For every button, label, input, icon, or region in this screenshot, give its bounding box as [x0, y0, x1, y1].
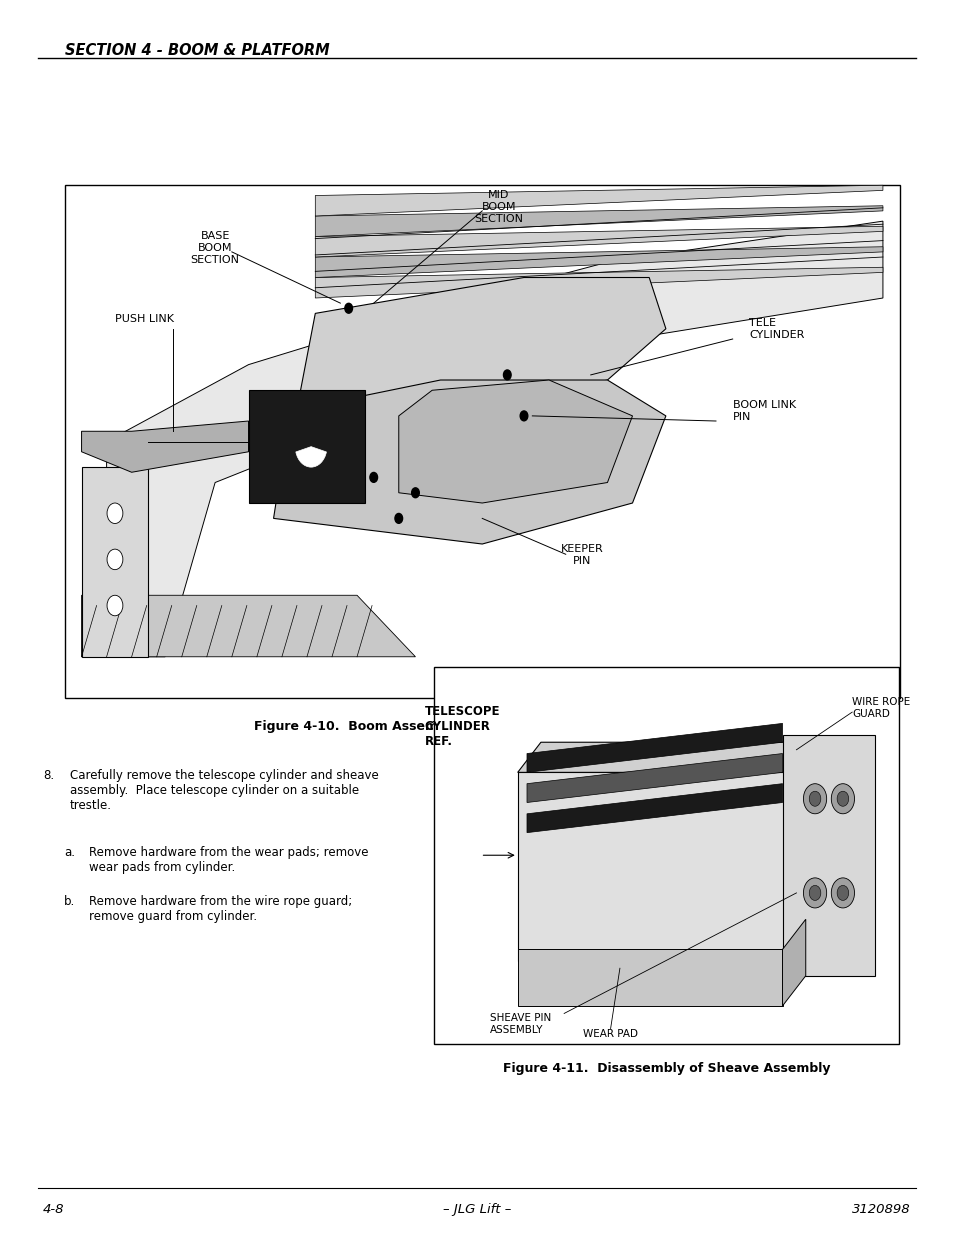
Text: BASE
BOOM
SECTION: BASE BOOM SECTION: [191, 231, 239, 264]
Text: TELE
CYLINDER: TELE CYLINDER: [748, 317, 804, 340]
Polygon shape: [274, 380, 665, 543]
Text: a.: a.: [64, 846, 75, 860]
Text: Remove hardware from the wear pads; remove
wear pads from cylinder.: Remove hardware from the wear pads; remo…: [89, 846, 368, 874]
Circle shape: [802, 878, 826, 908]
Circle shape: [107, 503, 123, 524]
Text: WEAR PAD: WEAR PAD: [582, 1029, 638, 1039]
Circle shape: [808, 885, 820, 900]
Circle shape: [107, 550, 123, 569]
Polygon shape: [814, 742, 838, 961]
Polygon shape: [314, 226, 882, 257]
Polygon shape: [314, 267, 882, 298]
Bar: [517, 772, 814, 961]
Text: PUSH LINK: PUSH LINK: [114, 314, 173, 324]
Circle shape: [830, 784, 854, 814]
Circle shape: [519, 411, 527, 421]
Bar: [434, 667, 898, 1044]
Bar: [781, 735, 875, 976]
Circle shape: [503, 370, 511, 380]
Polygon shape: [314, 247, 882, 278]
Bar: [517, 950, 781, 1005]
Circle shape: [412, 488, 418, 498]
Polygon shape: [107, 221, 882, 657]
Polygon shape: [314, 206, 882, 237]
Text: Remove hardware from the sheave pin; remove
pin and sheave from cylinder.: Remove hardware from the sheave pin; rem…: [500, 769, 782, 798]
Text: KEEPER
PIN: KEEPER PIN: [560, 543, 603, 566]
Text: Figure 4-11.  Disassembly of Sheave Assembly: Figure 4-11. Disassembly of Sheave Assem…: [502, 1062, 829, 1076]
Text: 4-8: 4-8: [43, 1203, 65, 1216]
Text: 3120898: 3120898: [852, 1203, 910, 1216]
Text: c.: c.: [476, 769, 487, 783]
Circle shape: [107, 595, 123, 616]
Polygon shape: [781, 919, 805, 1005]
Polygon shape: [517, 742, 838, 772]
Text: BOOM LINK
PIN: BOOM LINK PIN: [732, 400, 795, 421]
Text: Remove hardware from the wire rope guard;
remove guard from cylinder.: Remove hardware from the wire rope guard…: [89, 895, 352, 924]
Text: WIRE ROPE
GUARD: WIRE ROPE GUARD: [851, 697, 909, 719]
Circle shape: [395, 514, 402, 524]
Wedge shape: [295, 447, 326, 467]
Circle shape: [836, 792, 848, 806]
Bar: [81, 467, 149, 657]
Polygon shape: [526, 753, 781, 803]
Polygon shape: [526, 724, 781, 772]
Circle shape: [830, 878, 854, 908]
Text: Carefully remove the telescope cylinder and sheave
assembly.  Place telescope cy: Carefully remove the telescope cylinder …: [70, 769, 378, 813]
Text: Figure 4-10.  Boom Assembly Cutaway - S Models - Sheet 3 of 3: Figure 4-10. Boom Assembly Cutaway - S M…: [253, 720, 700, 734]
Circle shape: [370, 473, 377, 483]
Text: SECTION 4 - BOOM & PLATFORM: SECTION 4 - BOOM & PLATFORM: [65, 43, 329, 58]
Text: b.: b.: [64, 895, 75, 909]
Polygon shape: [526, 784, 781, 832]
Polygon shape: [81, 595, 415, 657]
Circle shape: [345, 304, 353, 314]
Text: SHEAVE PIN
ASSEMBLY: SHEAVE PIN ASSEMBLY: [489, 1014, 551, 1035]
Circle shape: [808, 792, 820, 806]
Circle shape: [836, 885, 848, 900]
Polygon shape: [398, 380, 632, 503]
Polygon shape: [314, 185, 882, 216]
Polygon shape: [298, 278, 665, 416]
Bar: [248, 390, 365, 503]
Polygon shape: [81, 421, 248, 472]
Text: TELESCOPE
CYLINDER
REF.: TELESCOPE CYLINDER REF.: [424, 704, 499, 747]
Text: MID
BOOM
SECTION: MID BOOM SECTION: [474, 190, 523, 224]
Text: 8.: 8.: [43, 769, 54, 783]
Text: – JLG Lift –: – JLG Lift –: [442, 1203, 511, 1216]
Bar: [65, 185, 899, 698]
Circle shape: [802, 784, 826, 814]
